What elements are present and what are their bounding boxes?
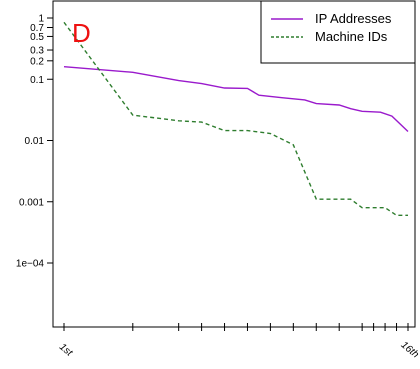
y-tick-label-1: 0.7 [30,23,44,34]
legend: IP Addresses Machine IDs [260,0,416,64]
series-line-1 [63,21,408,217]
y-tick-label-5: 0.1 [30,75,44,86]
legend-box [260,0,416,64]
x-rug [63,323,409,331]
legend-label-0: IP Addresses [315,11,392,26]
y-tick-label-4: 0.2 [30,56,44,67]
x-axis-labels: 1st 16th [57,340,420,361]
y-tick-label-6: 0.01 [25,136,45,147]
x-tick-label-0: 1st [57,342,75,360]
y-tick-label-7: 0.001 [19,197,44,208]
legend-label-1: Machine IDs [315,29,388,44]
y-axis: 10.70.5 0.30.2 0.1 0.01 0.001 1e−04 [16,14,53,270]
panel-label: D [72,18,91,48]
series-layer [63,21,409,217]
y-tick-label-3: 0.3 [30,46,44,57]
y-tick-label-0: 1 [38,14,44,25]
series-line-0 [63,66,409,133]
x-tick-label-1: 16th [399,340,420,361]
y-tick-label-2: 0.5 [30,32,44,43]
y-tick-label-8: 1e−04 [16,259,45,270]
